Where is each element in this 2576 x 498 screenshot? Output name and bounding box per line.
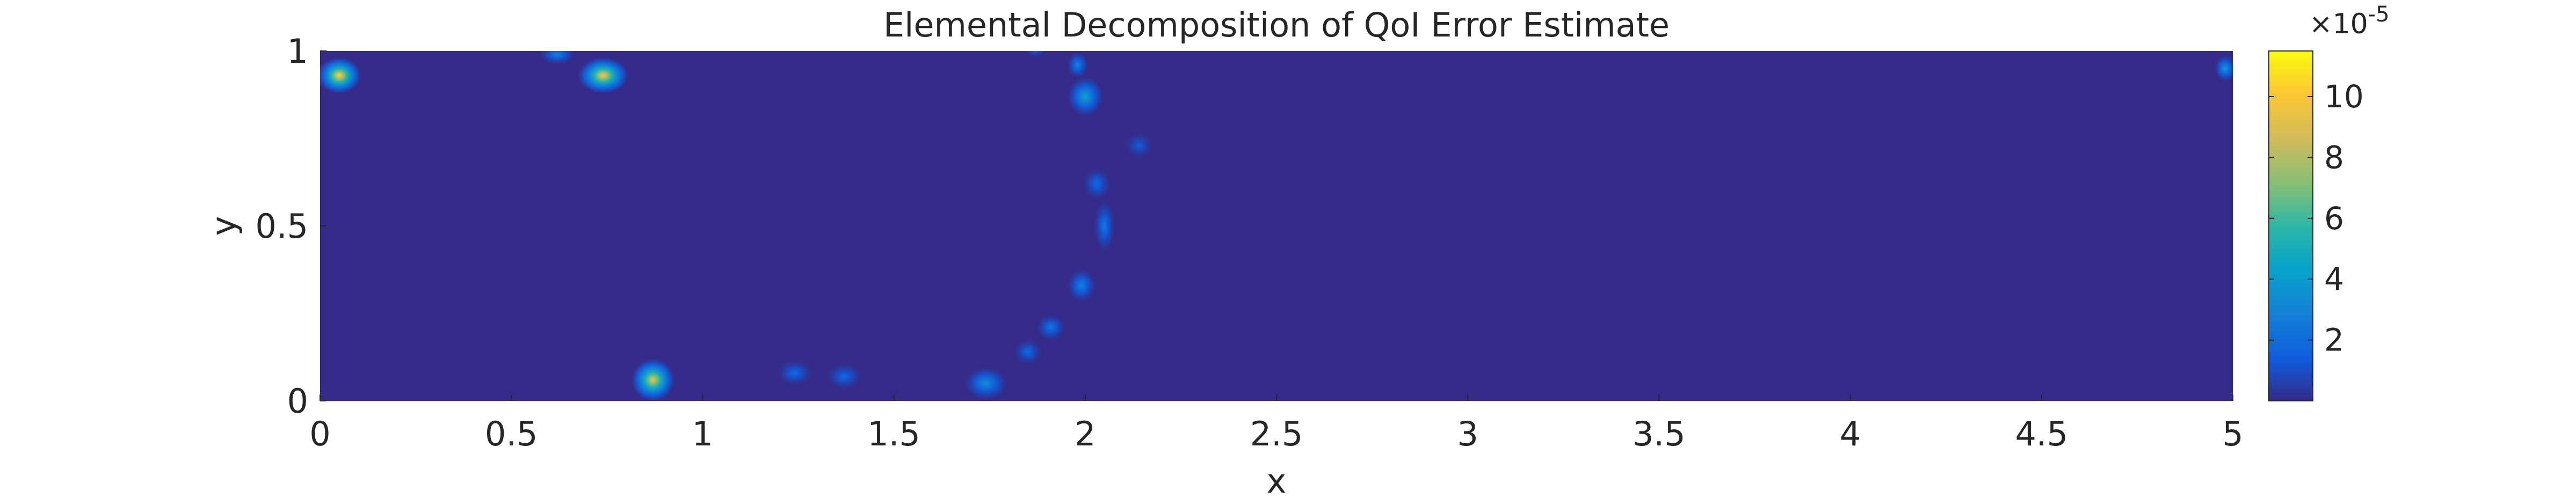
x-tick-label: 5 bbox=[2222, 414, 2243, 453]
plot-area bbox=[320, 51, 2233, 401]
heatmap-hotspot bbox=[538, 51, 577, 65]
heatmap-hotspot bbox=[1035, 313, 1066, 342]
heatmap-hotspot bbox=[1123, 131, 1155, 160]
heatmap-hotspot bbox=[1093, 197, 1116, 254]
colorbar-tick-label: 6 bbox=[2324, 200, 2344, 237]
heatmap-hotspots bbox=[320, 51, 2233, 401]
x-tick-label: 4 bbox=[1840, 414, 1861, 453]
colorbar-multiplier-exponent: -5 bbox=[2368, 2, 2390, 27]
heatmap-hotspot bbox=[825, 362, 863, 391]
heatmap-hotspot bbox=[1066, 75, 1105, 118]
heatmap-hotspot bbox=[1081, 166, 1112, 202]
heatmap-hotspot bbox=[320, 56, 362, 95]
heatmap-hotspot bbox=[630, 357, 676, 401]
heatmap-hotspot bbox=[576, 56, 630, 95]
colorbar-tick-label: 8 bbox=[2324, 139, 2344, 175]
colorbar-tick-label: 2 bbox=[2324, 322, 2344, 358]
heatmap-hotspot bbox=[2214, 54, 2233, 83]
colorbar: 2 4 6 8 10 ×10-5 bbox=[2268, 2, 2390, 401]
x-tick-label: 3 bbox=[1457, 414, 1478, 453]
heatmap-hotspot bbox=[1066, 51, 1089, 79]
y-tick-label: 0 bbox=[287, 382, 308, 421]
chart-title: Elemental Decomposition of QoI Error Est… bbox=[883, 5, 1670, 45]
x-tick-label: 0.5 bbox=[485, 414, 538, 453]
colorbar-gradient bbox=[2268, 50, 2313, 401]
y-tick-label: 1 bbox=[287, 32, 308, 71]
y-axis-label: y bbox=[204, 216, 243, 236]
y-tick-label: 0.5 bbox=[255, 207, 308, 246]
plot-background bbox=[320, 51, 2233, 401]
x-tick-label: 1 bbox=[692, 414, 713, 453]
x-tick-label: 0 bbox=[309, 414, 330, 453]
x-tick-label: 1.5 bbox=[867, 414, 920, 453]
colorbar-tick-label: 10 bbox=[2324, 78, 2364, 115]
y-axis: 00.51 bbox=[255, 32, 326, 421]
x-tick-label: 4.5 bbox=[2015, 414, 2068, 453]
heatmap-hotspot bbox=[1066, 268, 1097, 303]
x-tick-label: 2.5 bbox=[1250, 414, 1303, 453]
colorbar-multiplier-base: ×10 bbox=[2309, 8, 2368, 40]
heatmap-hotspot bbox=[775, 358, 814, 387]
x-tick-label: 2 bbox=[1075, 414, 1095, 453]
colorbar-ticks: 2 4 6 8 10 bbox=[2269, 78, 2364, 358]
x-axis-label: x bbox=[1267, 462, 1287, 498]
colorbar-tick-label: 4 bbox=[2324, 261, 2344, 297]
heatmap-hotspot bbox=[1024, 51, 1047, 58]
x-axis: 0 0.5 1 1.5 2 2.5 3 3.5 4 4.5 5 bbox=[309, 394, 2244, 453]
x-tick-label: 3.5 bbox=[1632, 414, 1686, 453]
heatmap-hotspot bbox=[962, 365, 1009, 401]
colorbar-multiplier: ×10-5 bbox=[2309, 2, 2390, 40]
heatmap-hotspot bbox=[1012, 338, 1043, 366]
